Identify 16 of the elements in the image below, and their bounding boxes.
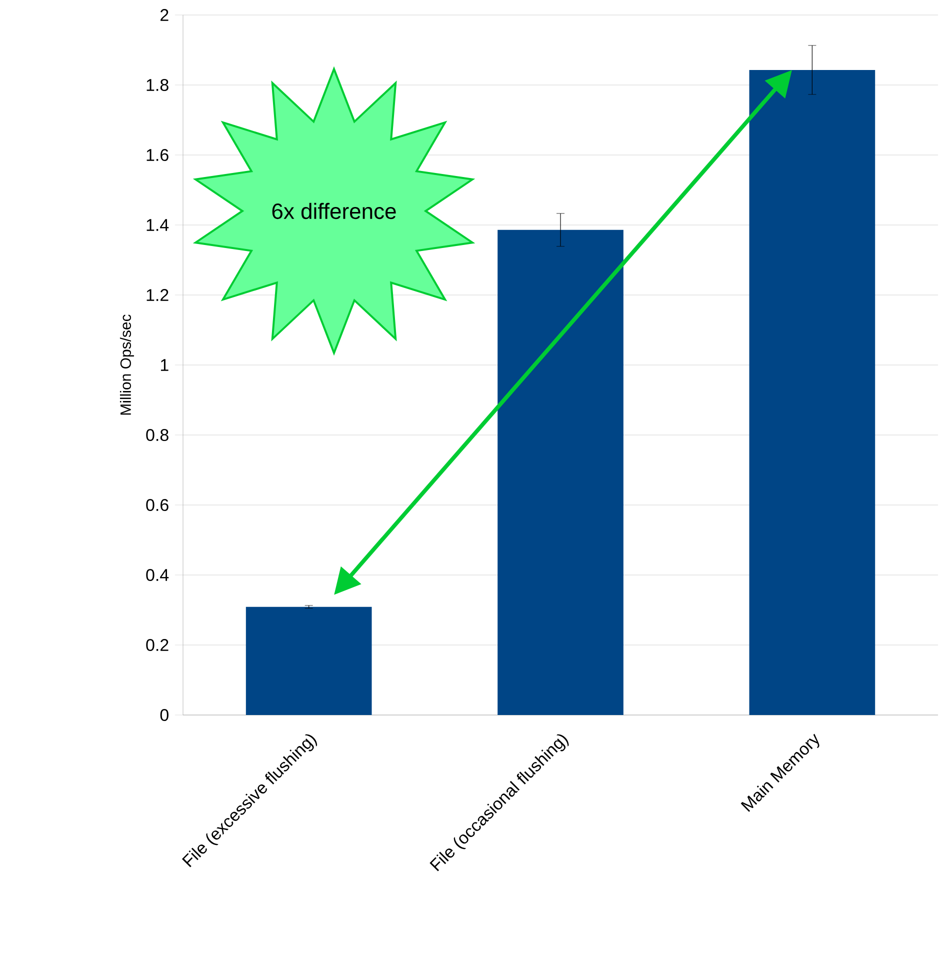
y-tick-label: 1.2 [146,289,168,301]
y-tick-label: 1.4 [146,219,169,231]
y-axis-title: Million Ops/sec [120,314,134,415]
y-tick-label: 1.8 [146,78,168,92]
y-tick-label: 1.6 [146,148,168,162]
bar [246,606,372,715]
y-tick-label: 0 [160,708,168,722]
annotation: 6x difference [272,202,396,220]
y-tick-label: 0.4 [146,568,169,582]
y-tick-label: 0.8 [146,428,168,442]
y-tick-label: 0.6 [146,498,168,512]
y-tick-label: 2 [160,9,168,21]
y-tick-label: 1 [160,359,168,371]
bar [498,230,624,715]
bar [749,70,876,715]
y-tick-label: 0.2 [146,638,168,652]
